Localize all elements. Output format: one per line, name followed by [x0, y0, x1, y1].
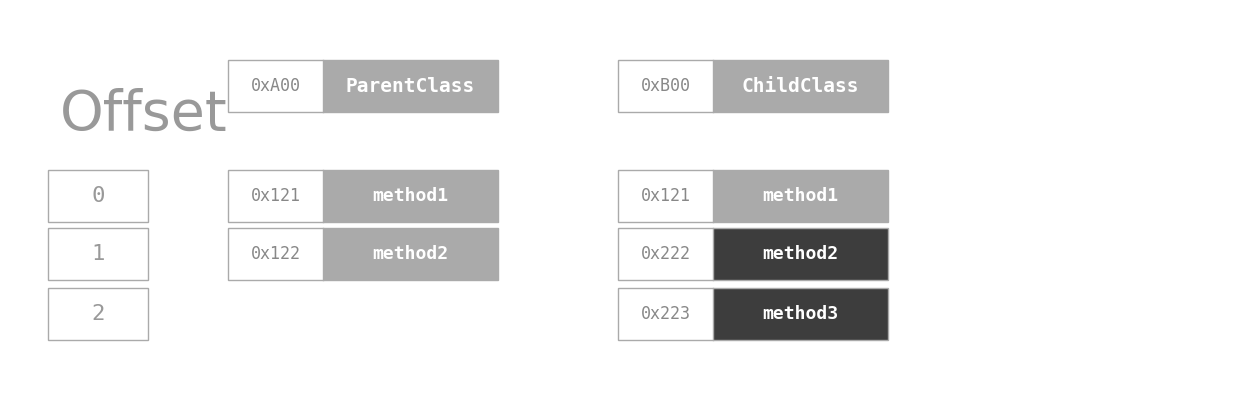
Bar: [228, 60, 323, 112]
Text: method1: method1: [763, 187, 839, 205]
Bar: [618, 288, 713, 340]
Bar: [713, 228, 889, 280]
Bar: [228, 60, 498, 112]
Bar: [228, 170, 498, 222]
Bar: [618, 60, 889, 112]
Bar: [228, 170, 323, 222]
Text: 0xB00: 0xB00: [640, 77, 690, 95]
Text: 2: 2: [91, 304, 105, 324]
Bar: [47, 228, 149, 280]
Text: method2: method2: [372, 245, 448, 263]
Text: 1: 1: [91, 244, 105, 264]
Text: 0: 0: [91, 186, 105, 206]
Bar: [618, 228, 889, 280]
Text: ChildClass: ChildClass: [741, 76, 860, 95]
Bar: [228, 228, 498, 280]
Text: 0x223: 0x223: [640, 305, 690, 323]
Bar: [618, 228, 713, 280]
Bar: [323, 228, 498, 280]
Text: method1: method1: [372, 187, 448, 205]
Text: Offset: Offset: [60, 88, 227, 142]
Bar: [47, 288, 149, 340]
Bar: [713, 60, 889, 112]
Text: method3: method3: [763, 305, 839, 323]
Bar: [618, 288, 889, 340]
Text: 0x121: 0x121: [640, 187, 690, 205]
Bar: [323, 60, 498, 112]
Bar: [618, 60, 713, 112]
Bar: [47, 170, 149, 222]
Text: 0x222: 0x222: [640, 245, 690, 263]
Text: 0x122: 0x122: [251, 245, 301, 263]
Bar: [713, 170, 889, 222]
Text: 0x121: 0x121: [251, 187, 301, 205]
Bar: [618, 170, 713, 222]
Text: ParentClass: ParentClass: [346, 76, 475, 95]
Text: method2: method2: [763, 245, 839, 263]
Bar: [713, 288, 889, 340]
Text: 0xA00: 0xA00: [251, 77, 301, 95]
Bar: [323, 170, 498, 222]
Bar: [228, 228, 323, 280]
Bar: [618, 170, 889, 222]
